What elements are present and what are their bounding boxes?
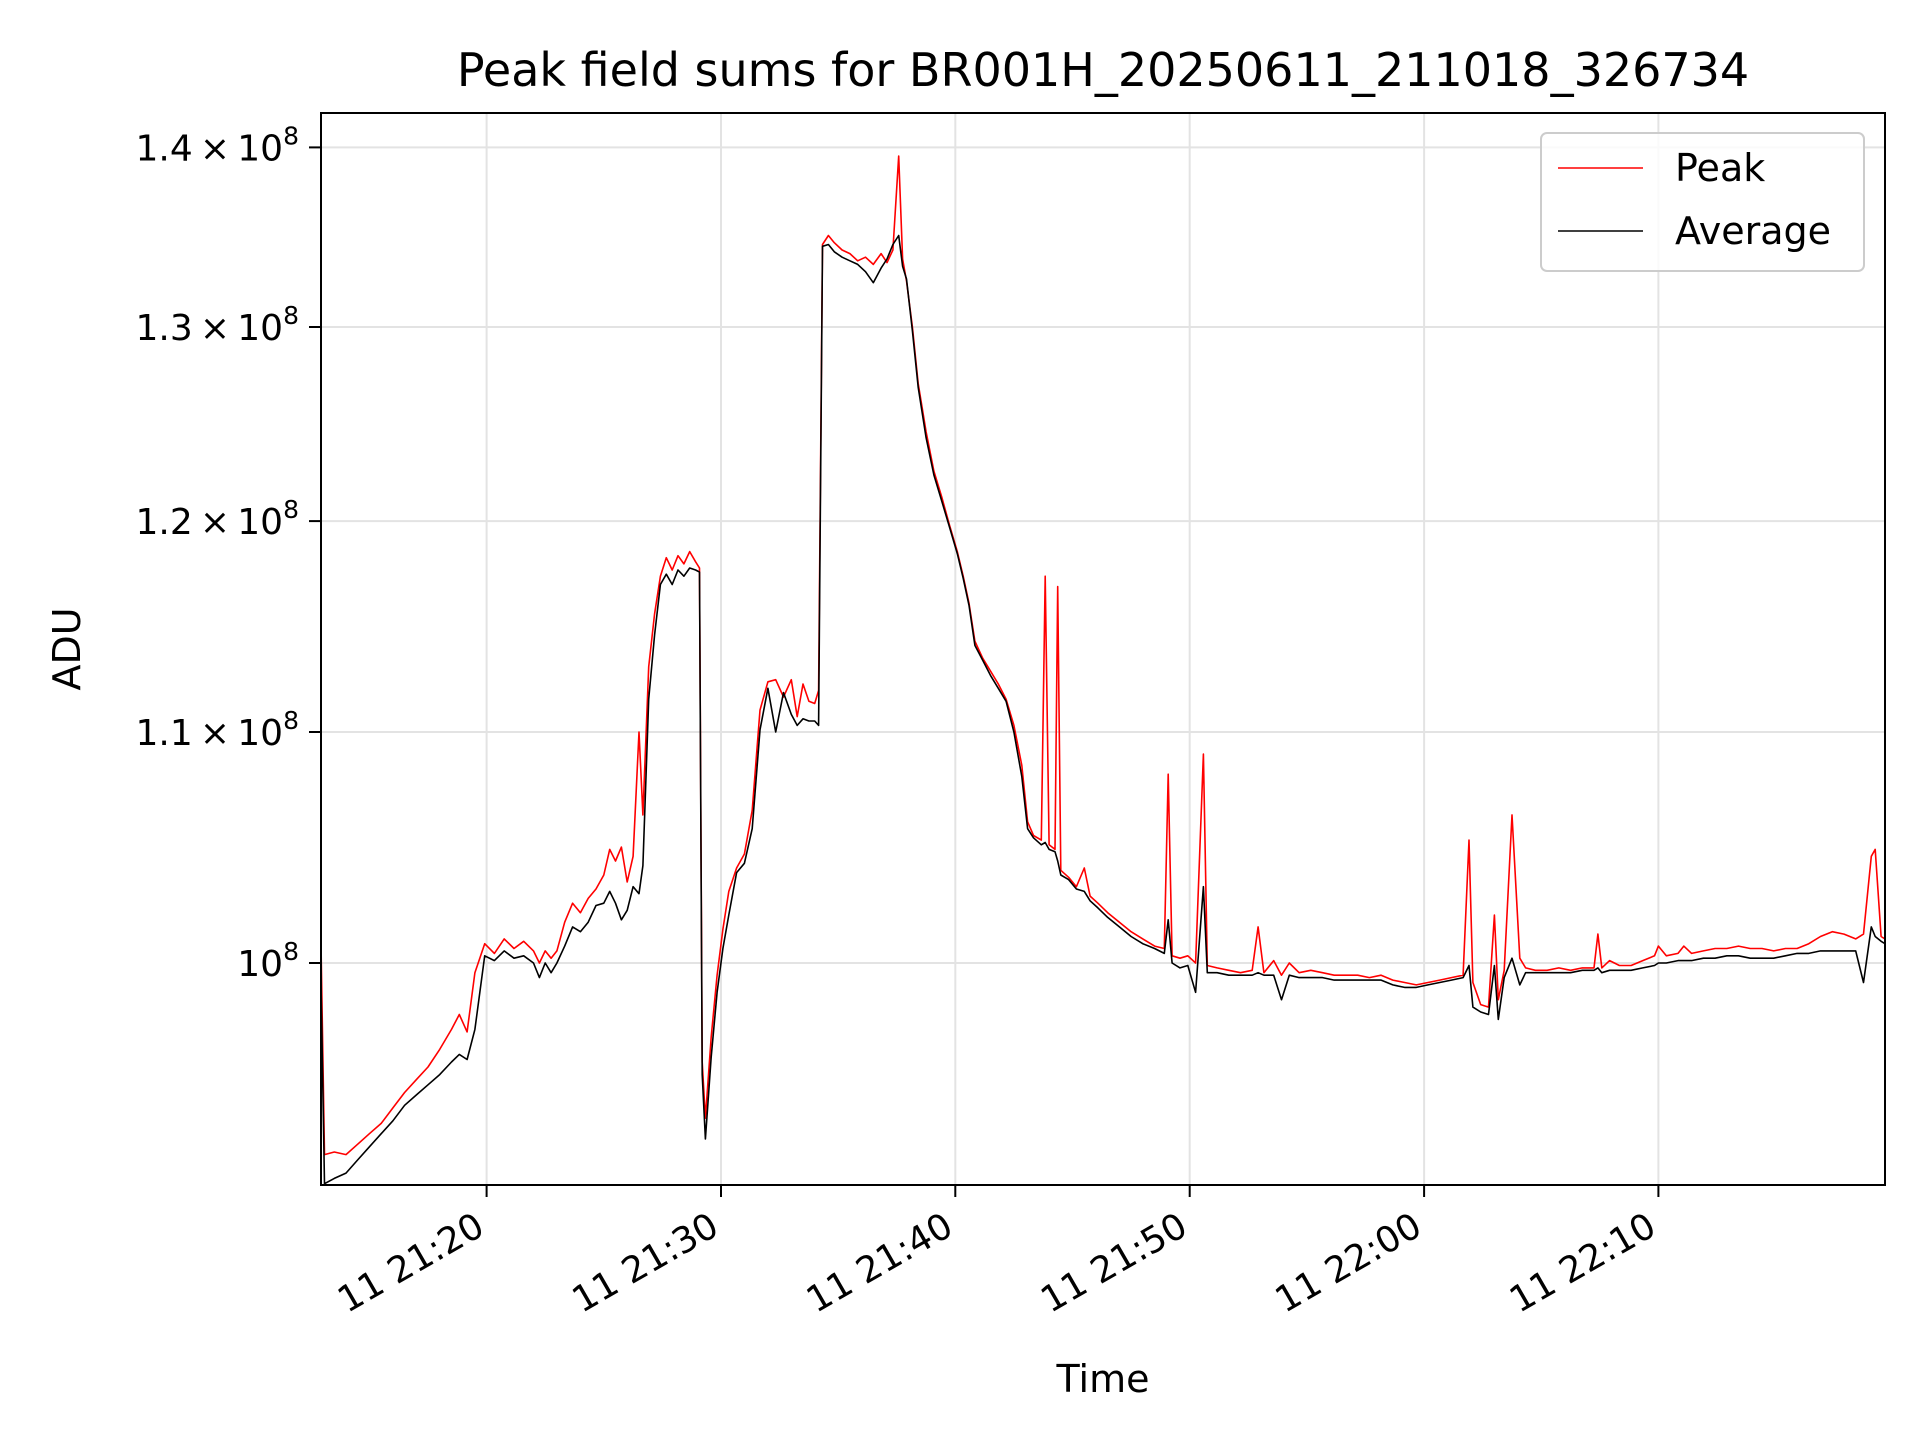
y-tick-label: 1.3 × 108 [135,301,299,349]
plot-series [321,155,1885,1185]
y-tick-label: 1.1 × 108 [135,706,299,754]
y-axis-label: ADU [45,607,89,690]
chart-title: Peak field sums for BR001H_20250611_2110… [457,43,1749,97]
y-axis: 108 1.1 × 108 1.2 × 108 1.3 × 108 1.4 × 108 [135,121,321,985]
y-tick-label: 108 [237,937,299,985]
series-line-peak [321,155,1885,1156]
x-axis-label: Time [1056,1357,1150,1401]
plot-frame [320,112,1886,1186]
legend-label-average: Average [1675,209,1831,253]
y-tick-label: 1.2 × 108 [135,495,299,543]
legend: Peak Average [1540,132,1865,272]
series-line-average [321,234,1885,1185]
legend-label-peak: Peak [1675,146,1765,190]
y-tick-label: 1.4 × 108 [135,121,299,169]
